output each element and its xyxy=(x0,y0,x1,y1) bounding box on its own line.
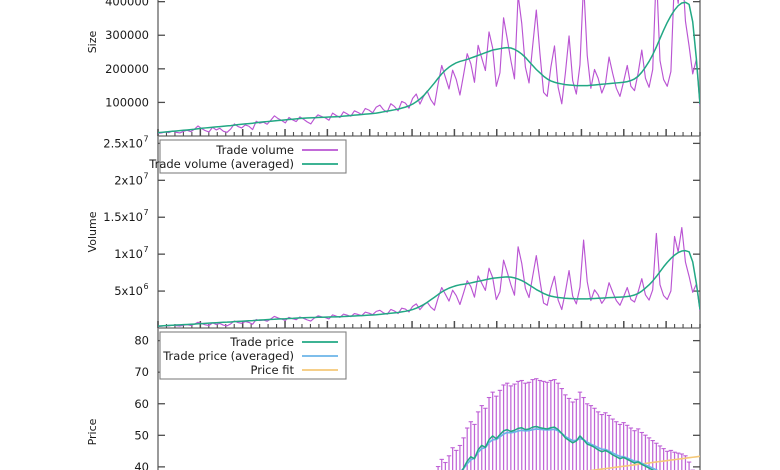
panel3-ytick-label: 60 xyxy=(134,397,149,411)
panel2-ytick-mantissa: 2x10 xyxy=(114,173,143,187)
legend-label: Trade volume xyxy=(215,143,294,157)
panel2-ytick-mantissa: 2.5x10 xyxy=(103,136,143,150)
panel2-ytick-exponent: 7 xyxy=(144,134,149,143)
panel2-ytick-label-group: 2.5x10 7 xyxy=(103,134,148,150)
panel1-ylabel: Size xyxy=(86,30,99,53)
panel2-ytick-mantissa: 1.5x10 xyxy=(103,210,143,224)
panel1-axes: 400000 300000 200000 100000 xyxy=(105,0,701,137)
panel2-ylabel: Volume xyxy=(86,211,99,252)
panel3-price-fit-line xyxy=(588,455,700,470)
panel1-ytick-label: 100000 xyxy=(105,95,149,109)
panel2-ytick-exponent: 7 xyxy=(144,245,149,254)
panel1-trade-volume-line xyxy=(158,0,700,134)
legend-label: Trade volume (averaged) xyxy=(148,157,294,171)
panel2-trade-volume-averaged-line xyxy=(158,249,700,327)
panel3-ytick-label: 40 xyxy=(134,460,149,470)
panel2-ytick-exponent: 7 xyxy=(144,171,149,180)
panel2-ytick-exponent: 6 xyxy=(144,282,149,291)
legend-box xyxy=(159,139,347,174)
panel2-ytick-label-group: 2x10 7 xyxy=(114,171,148,187)
panel2-ytick-exponent: 7 xyxy=(144,208,149,217)
panel1-trade-volume-averaged-line xyxy=(158,1,700,134)
legend-label: Trade price (averaged) xyxy=(162,349,294,363)
panel2-ytick-mantissa: 5x10 xyxy=(114,284,143,298)
panel2-ytick-label-group: 1x10 7 xyxy=(114,245,148,261)
panel1-ytick-label: 200000 xyxy=(105,62,149,76)
panel3-ylabel: Price xyxy=(86,418,99,445)
panel2-ytick-label-group: 1.5x10 7 xyxy=(103,208,148,224)
panel1-ytick-label: 300000 xyxy=(105,28,149,42)
panel2-ytick-mantissa: 1x10 xyxy=(114,247,143,261)
panel3-trade-price-averaged-line xyxy=(461,428,659,470)
panel2-trade-volume-line xyxy=(158,226,700,328)
legend-label: Price fit xyxy=(251,363,295,377)
panel3-trade-price-line xyxy=(461,425,655,470)
panel2-ytick-label-group: 5x10 6 xyxy=(114,282,148,298)
panel1-ytick-label: 400000 xyxy=(105,0,149,9)
panel3-ytick-label: 80 xyxy=(134,334,149,348)
panel3-ytick-label: 70 xyxy=(134,365,149,379)
panel3-ytick-label: 50 xyxy=(134,428,149,442)
panel3-axes: 80 70 60 50 40 xyxy=(134,328,701,470)
legend-label: Trade price xyxy=(229,335,294,349)
